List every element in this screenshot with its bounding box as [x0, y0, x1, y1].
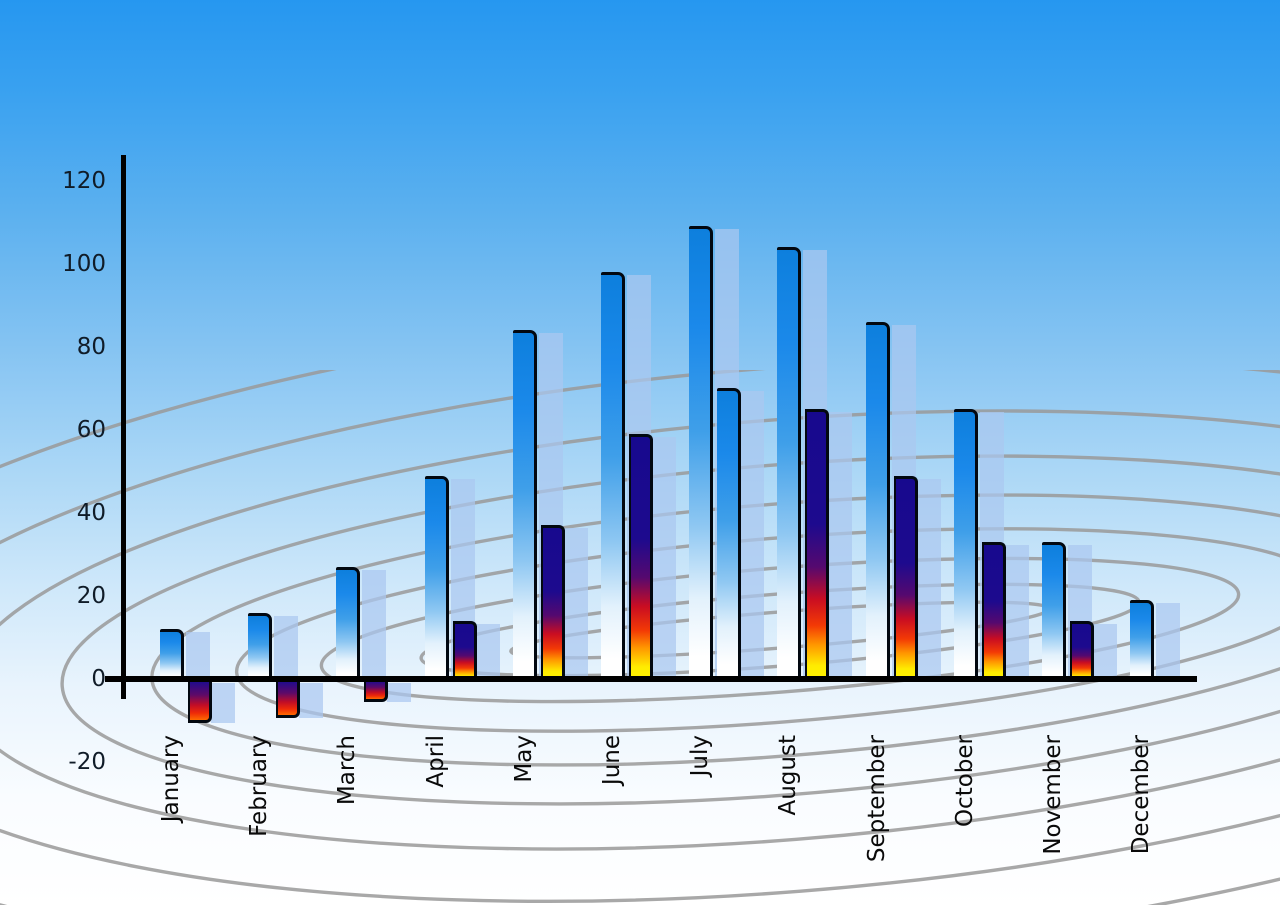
bar-series2-april — [452, 620, 477, 679]
bar-series1-july — [689, 226, 714, 679]
x-axis-label-text: July — [687, 735, 714, 777]
y-axis-tick-0: 0 — [91, 666, 106, 692]
x-axis-label-december: December — [1128, 735, 1156, 854]
bar-shadow-series2-march — [387, 683, 412, 702]
bar-series2-january — [188, 681, 212, 723]
x-axis-label-text: August — [775, 735, 802, 816]
bar-series1-december — [1130, 600, 1155, 679]
x-axis-label-text: November — [1040, 735, 1066, 855]
bar-series1-june — [601, 272, 625, 679]
x-axis-label-text: September — [863, 735, 890, 863]
bar-series2-march — [364, 681, 389, 702]
x-axis-label-may: May — [511, 735, 539, 783]
bar-series1-january — [160, 629, 184, 679]
y-axis-tick-100: 100 — [62, 250, 106, 277]
bar-series1-april — [424, 475, 449, 679]
x-axis-label-text: October — [951, 735, 978, 828]
bar-series1-may — [512, 330, 537, 679]
bar-series2-september — [893, 475, 918, 679]
bar-shadow-series1-december — [1156, 603, 1181, 677]
bar-shadow-series2-february — [299, 683, 324, 719]
x-axis-label-april: April — [423, 735, 451, 788]
bar-shadow-series2-june — [652, 437, 676, 677]
bar-shadow-series2-november — [1093, 623, 1117, 677]
bar-series2-february — [276, 681, 301, 719]
y-axis-tick-20: 20 — [76, 582, 106, 609]
x-axis-label-text: April — [422, 735, 449, 788]
bar-series1-september — [865, 321, 890, 679]
bar-series2-june — [629, 434, 653, 679]
y-axis-line — [121, 155, 126, 699]
bar-series1-march — [336, 566, 361, 679]
bar-series2-may — [540, 525, 565, 679]
bar-series1-november — [1042, 541, 1066, 679]
bar-series1-august — [777, 247, 802, 679]
bar-series2-july — [717, 388, 742, 679]
bar-shadow-series2-january — [211, 683, 235, 723]
x-axis-label-text: June — [599, 735, 625, 786]
y-axis-tick-120: 120 — [62, 167, 106, 194]
x-axis-label-january: January — [158, 735, 186, 822]
x-axis-label-text: May — [510, 735, 537, 783]
x-axis-label-text: February — [246, 735, 273, 837]
x-axis-label-text: December — [1128, 735, 1155, 855]
bar-shadow-series1-march — [362, 569, 387, 677]
x-axis-label-august: August — [775, 735, 803, 816]
y-axis-tick-80: 80 — [76, 333, 106, 360]
x-axis-label-text: March — [334, 735, 361, 806]
y-axis-tick--20: -20 — [68, 749, 106, 776]
bar-series1-october — [953, 409, 978, 679]
bar-shadow-series1-january — [186, 632, 210, 677]
bar-shadow-series2-july — [740, 391, 765, 677]
x-axis-label-november: November — [1040, 735, 1068, 855]
x-axis-label-february: February — [246, 735, 274, 837]
bar-shadow-series2-may — [563, 528, 588, 677]
y-axis-tick-60: 60 — [76, 416, 106, 443]
bar-series1-february — [248, 612, 273, 679]
x-axis-label-july: July — [687, 735, 715, 776]
bar-series2-october — [981, 541, 1006, 679]
x-axis-label-text: January — [158, 735, 184, 823]
bar-shadow-series2-october — [1004, 544, 1029, 677]
x-axis-label-october: October — [952, 735, 980, 827]
bar-shadow-series2-august — [828, 412, 853, 677]
x-axis-label-june: June — [599, 735, 627, 785]
x-axis-label-march: March — [334, 735, 362, 805]
bar-series2-november — [1070, 620, 1094, 679]
bar-shadow-series2-september — [916, 478, 941, 677]
bar-shadow-series1-february — [274, 615, 299, 677]
y-axis-tick-40: 40 — [76, 499, 106, 526]
bar-shadow-series2-april — [475, 623, 500, 677]
x-axis-label-september: September — [864, 735, 892, 862]
x-axis-line — [105, 676, 1197, 682]
bar-series2-august — [805, 409, 830, 679]
